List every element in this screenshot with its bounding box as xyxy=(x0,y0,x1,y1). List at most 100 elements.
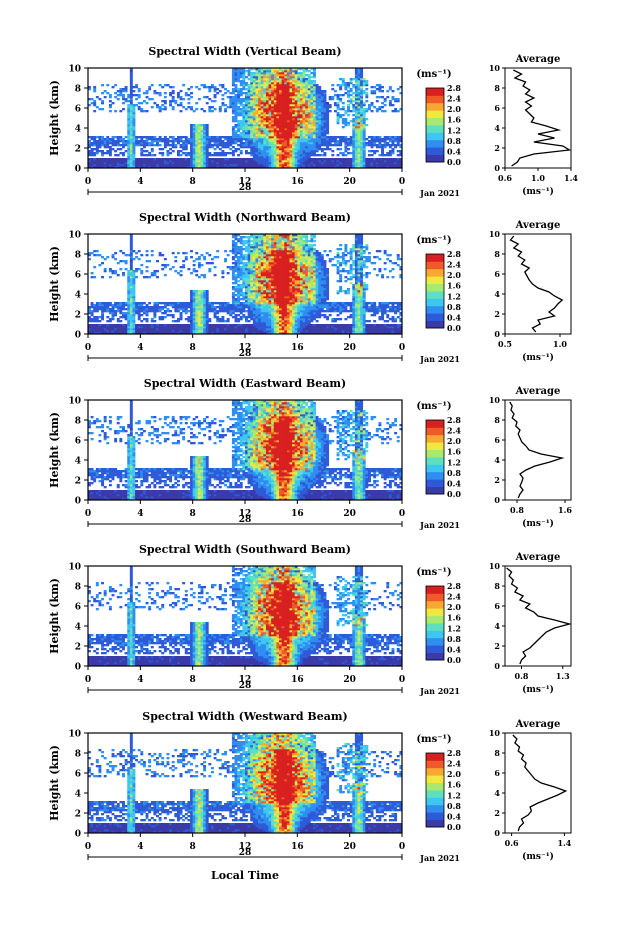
heatmap-cell xyxy=(386,154,390,157)
heatmap-cell xyxy=(273,122,277,125)
heatmap-cell xyxy=(90,304,94,307)
heatmap-cell xyxy=(258,138,261,141)
heatmap-cell xyxy=(197,150,201,153)
heatmap-cell xyxy=(218,154,222,157)
heatmap-cell xyxy=(216,332,220,335)
heatmap-cell xyxy=(108,318,112,321)
heatmap-cell xyxy=(388,138,392,141)
heatmap-cell xyxy=(245,286,248,289)
heatmap-cell xyxy=(119,324,123,327)
heatmap-cell xyxy=(182,330,186,333)
heatmap-cell xyxy=(226,144,230,147)
heatmap-cell xyxy=(182,84,186,87)
heatmap-cell xyxy=(153,140,157,143)
heatmap-cell xyxy=(331,88,335,91)
heatmap-cell xyxy=(103,144,107,147)
heatmap-cell xyxy=(399,150,403,153)
heatmap-cell xyxy=(258,322,261,325)
heatmap-cell xyxy=(297,140,301,143)
heatmap-cell xyxy=(284,68,288,71)
heatmap-cell xyxy=(95,326,99,329)
heatmap-cell xyxy=(279,100,282,103)
heatmap-cell xyxy=(213,136,217,139)
heatmap-cell xyxy=(310,150,314,153)
heatmap-cell xyxy=(234,302,238,305)
heatmap-cell xyxy=(276,114,280,117)
heatmap-cell xyxy=(231,246,235,249)
heatmap-cell xyxy=(349,160,353,163)
heatmap-cell xyxy=(101,310,104,313)
heatmap-cell xyxy=(145,142,149,145)
heatmap-cell xyxy=(205,124,209,127)
heatmap-cell xyxy=(218,160,222,163)
heatmap-cell xyxy=(388,150,392,153)
heatmap-cell xyxy=(302,78,306,81)
heatmap-cell xyxy=(273,118,277,121)
heatmap-cell xyxy=(163,158,167,161)
heatmap-cell xyxy=(239,236,243,239)
heatmap-cell xyxy=(258,82,261,85)
heatmap-cell xyxy=(218,332,222,335)
heatmap-cell xyxy=(158,108,162,111)
heatmap-cell xyxy=(370,92,374,95)
avg-y-tick-label: 8 xyxy=(494,83,500,93)
heatmap-cell xyxy=(263,246,267,249)
heatmap-cell xyxy=(127,302,131,305)
heatmap-cell xyxy=(360,146,364,149)
heatmap-cell xyxy=(234,102,238,105)
heatmap-cell xyxy=(286,140,290,143)
heatmap-cell xyxy=(250,236,254,239)
heatmap-cell xyxy=(242,72,246,75)
heatmap-cell xyxy=(245,118,248,121)
heatmap-cell xyxy=(231,286,235,289)
heatmap-cell xyxy=(182,252,186,255)
heatmap-cell xyxy=(271,126,275,129)
heatmap-cell xyxy=(302,146,306,149)
heatmap-cell xyxy=(292,90,296,93)
heatmap-cell xyxy=(260,274,264,277)
heatmap-cell xyxy=(93,90,97,93)
heatmap-cell xyxy=(292,148,296,151)
heatmap-cell xyxy=(161,160,165,163)
heatmap-cell xyxy=(252,148,256,151)
heatmap-cell xyxy=(263,278,267,281)
heatmap-cell xyxy=(127,284,131,287)
heatmap-cell xyxy=(394,136,398,139)
heatmap-cell xyxy=(247,332,251,335)
heatmap-cell xyxy=(176,252,180,255)
heatmap-cell xyxy=(129,86,133,89)
heatmap-cell xyxy=(205,86,209,89)
heatmap-cell xyxy=(336,158,340,161)
heatmap-cell xyxy=(234,142,238,145)
heatmap-cell xyxy=(179,110,183,113)
heatmap-cell xyxy=(161,164,165,167)
heatmap-cell xyxy=(247,102,251,105)
heatmap-cell xyxy=(122,142,125,145)
heatmap-cell xyxy=(95,148,99,151)
heatmap-cell xyxy=(250,314,254,317)
heatmap-cell xyxy=(239,132,243,135)
heatmap-cell xyxy=(360,80,364,83)
heatmap-cell xyxy=(250,258,254,261)
heatmap-cell xyxy=(210,100,214,103)
heatmap-cell xyxy=(354,142,358,145)
heatmap-cell xyxy=(182,166,186,169)
heatmap-cell xyxy=(239,290,243,293)
heatmap-cell xyxy=(127,306,131,309)
heatmap-cell xyxy=(297,134,301,137)
heatmap-cell xyxy=(323,98,327,101)
heatmap-cell xyxy=(347,108,350,111)
heatmap-cell xyxy=(197,166,201,169)
heatmap-cell xyxy=(360,116,364,119)
heatmap-cell xyxy=(245,112,248,115)
heatmap-cell xyxy=(268,92,272,95)
heatmap-cell xyxy=(88,150,91,153)
heatmap-cell xyxy=(148,154,152,157)
heatmap-cell xyxy=(150,154,154,157)
heatmap-cell xyxy=(239,128,243,131)
heatmap-cell xyxy=(216,152,220,155)
heatmap-cell xyxy=(239,276,243,279)
heatmap-cell xyxy=(383,144,387,147)
heatmap-cell xyxy=(197,264,201,267)
heatmap-cell xyxy=(124,312,128,315)
